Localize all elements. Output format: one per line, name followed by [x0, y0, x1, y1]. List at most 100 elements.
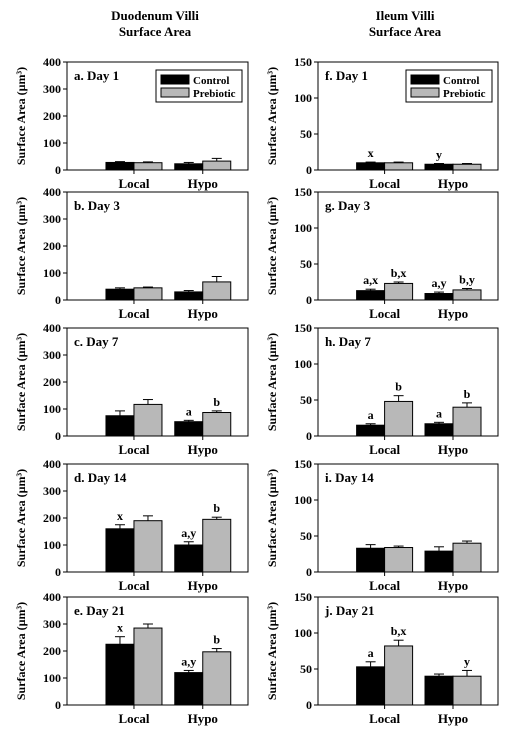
- y-tick-label: 150: [294, 321, 312, 335]
- x-tick-label: Hypo: [188, 711, 218, 726]
- y-tick-label: 150: [294, 185, 312, 199]
- y-tick-label: 0: [55, 698, 61, 712]
- y-tick-label: 400: [43, 457, 61, 471]
- significance-label: a: [436, 406, 442, 420]
- y-tick-label: 0: [306, 429, 312, 443]
- legend-swatch-control: [160, 74, 190, 85]
- column-title-line2: Surface Area: [118, 24, 192, 39]
- significance-label: b: [213, 395, 220, 409]
- chart-panel-7: 0 50 100 150 Surface Area (µm³) g. Day 3 Local…: [265, 185, 499, 321]
- significance-label: a,y: [432, 276, 447, 290]
- significance-label: y: [464, 654, 470, 668]
- x-tick-label: Hypo: [188, 442, 218, 457]
- x-tick-label: Hypo: [438, 176, 468, 191]
- bar-control: [174, 163, 204, 171]
- bar-control: [105, 528, 135, 573]
- y-tick-label: 100: [43, 671, 61, 685]
- y-axis-label: Surface Area (µm³): [14, 67, 28, 165]
- legend-swatch-prebiotic: [160, 87, 190, 98]
- x-tick-label: Local: [369, 176, 400, 191]
- bar-control: [105, 643, 135, 706]
- bar-control: [424, 550, 454, 573]
- x-tick-label: Hypo: [188, 176, 218, 191]
- y-tick-label: 0: [306, 565, 312, 579]
- x-tick-label: Local: [118, 176, 149, 191]
- x-tick-label: Local: [118, 306, 149, 321]
- chart-panel-10: 0 50 100 150 Surface Area (µm³) j. Day 21 Loca…: [265, 590, 499, 726]
- bar-prebiotic: [202, 412, 232, 437]
- legend-label-prebiotic: Prebiotic: [443, 88, 486, 100]
- column-title-ileum: Ileum Villi Surface Area: [305, 8, 505, 40]
- legend-swatch-control: [410, 74, 440, 85]
- bar-control: [424, 423, 454, 437]
- bar-control: [356, 547, 386, 573]
- y-axis-label: Surface Area (µm³): [14, 197, 28, 295]
- bar-prebiotic: [452, 163, 482, 171]
- bar-prebiotic: [452, 542, 482, 573]
- panel-label: g. Day 3: [325, 198, 371, 213]
- chart-panel-3: 0 100 200 300 400 Surface Area (µm³) c. Day 7 L…: [14, 321, 249, 457]
- panel-label: h. Day 7: [325, 334, 371, 349]
- bar-control: [424, 293, 454, 301]
- x-tick-label: Hypo: [438, 442, 468, 457]
- significance-label: b: [213, 633, 220, 647]
- x-tick-label: Hypo: [438, 578, 468, 593]
- bar-prebiotic: [202, 281, 232, 301]
- y-tick-label: 150: [294, 55, 312, 69]
- bar-prebiotic: [133, 520, 163, 573]
- x-tick-label: Local: [369, 442, 400, 457]
- legend-label-control: Control: [443, 75, 479, 87]
- bar-prebiotic: [133, 287, 163, 301]
- bar-control: [356, 290, 386, 301]
- x-tick-label: Local: [118, 711, 149, 726]
- y-axis-label: Surface Area (µm³): [265, 67, 279, 165]
- y-tick-label: 0: [306, 293, 312, 307]
- panel-label: i. Day 14: [325, 470, 374, 485]
- bar-control: [105, 161, 135, 171]
- y-tick-label: 50: [300, 257, 312, 271]
- column-title-duodenum: Duodenum Villi Surface Area: [55, 8, 255, 40]
- bar-prebiotic: [384, 400, 414, 437]
- bar-prebiotic: [452, 289, 482, 301]
- y-axis-label: Surface Area (µm³): [14, 602, 28, 700]
- significance-label: a: [368, 646, 374, 660]
- bar-control: [174, 544, 204, 573]
- chart-panel-2: 0 100 200 300 400 Surface Area (µm³) b. Day 3 L…: [14, 185, 249, 321]
- y-tick-label: 100: [294, 91, 312, 105]
- bar-control: [356, 424, 386, 437]
- legend-swatch-prebiotic: [410, 87, 440, 98]
- y-axis-label: Surface Area (µm³): [265, 197, 279, 295]
- significance-label: b,x: [391, 624, 407, 638]
- bar-prebiotic: [452, 675, 482, 706]
- y-axis-label: Surface Area (µm³): [14, 333, 28, 431]
- y-tick-label: 300: [43, 348, 61, 362]
- y-tick-label: 100: [43, 402, 61, 416]
- column-title-line2: Surface Area: [368, 24, 442, 39]
- x-tick-label: Local: [369, 578, 400, 593]
- bar-prebiotic: [133, 162, 163, 171]
- y-tick-label: 100: [294, 493, 312, 507]
- x-tick-label: Local: [369, 711, 400, 726]
- y-tick-label: 300: [43, 212, 61, 226]
- y-tick-label: 50: [300, 529, 312, 543]
- y-tick-label: 0: [55, 293, 61, 307]
- y-tick-label: 100: [43, 266, 61, 280]
- panel-label: f. Day 1: [325, 68, 368, 83]
- y-tick-label: 150: [294, 457, 312, 471]
- panel-label: a. Day 1: [74, 68, 119, 83]
- y-axis-label: Surface Area (µm³): [14, 469, 28, 567]
- y-tick-label: 100: [294, 221, 312, 235]
- significance-label: a,y: [181, 526, 196, 540]
- column-title-line1: Duodenum Villi: [111, 8, 199, 23]
- y-tick-label: 0: [306, 163, 312, 177]
- y-tick-label: 100: [294, 357, 312, 371]
- chart-panel-5: 0 100 200 300 400 Surface Area (µm³) e. Day 21…: [14, 590, 249, 726]
- significance-label: b,y: [459, 272, 475, 286]
- y-tick-label: 200: [43, 239, 61, 253]
- bar-prebiotic: [384, 282, 414, 301]
- chart-panel-9: 0 50 100 150 Surface Area (µm³) i. Day 14 Loca…: [265, 457, 499, 593]
- y-tick-label: 100: [43, 136, 61, 150]
- significance-label: x: [117, 621, 123, 635]
- y-axis-label: Surface Area (µm³): [265, 333, 279, 431]
